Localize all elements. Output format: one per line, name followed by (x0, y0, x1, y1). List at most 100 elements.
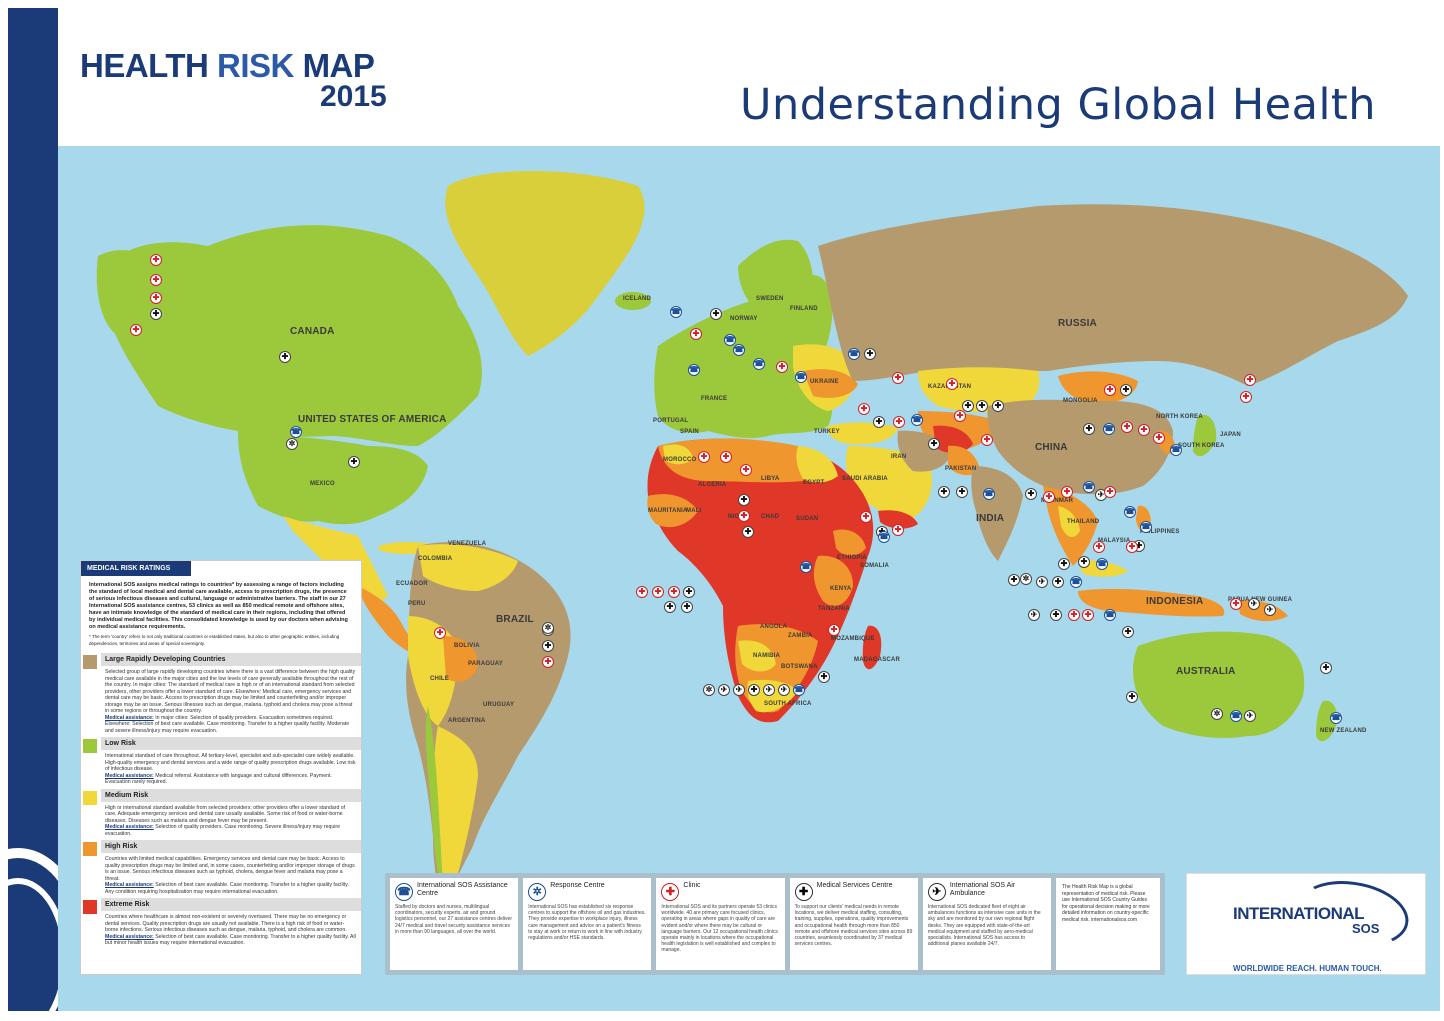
medical-services-marker-icon[interactable]: ✚ (748, 684, 760, 696)
medical-services-marker-icon[interactable]: ✚ (1320, 662, 1332, 674)
response-centre-marker-icon[interactable]: ✲ (542, 622, 554, 634)
medical-services-marker-icon[interactable]: ✚ (1122, 626, 1134, 638)
medical-services-marker-icon[interactable]: ✚ (348, 456, 360, 468)
air-ambulance-marker-icon[interactable]: ✈ (1248, 598, 1260, 610)
assistance-centre-marker-icon[interactable]: ☎ (795, 371, 807, 383)
air-ambulance-marker-icon[interactable]: ✈ (778, 684, 790, 696)
assistance-centre-marker-icon[interactable]: ☎ (911, 414, 923, 426)
assistance-centre-marker-icon[interactable]: ☎ (1230, 710, 1242, 722)
assistance-centre-marker-icon[interactable]: ☎ (793, 684, 805, 696)
clinic-marker-icon[interactable]: ✚ (1104, 486, 1116, 498)
assistance-centre-marker-icon[interactable]: ☎ (1104, 609, 1116, 621)
clinic-marker-icon[interactable]: ✚ (542, 656, 554, 668)
clinic-marker-icon[interactable]: ✚ (1153, 432, 1165, 444)
clinic-marker-icon[interactable]: ✚ (434, 627, 446, 639)
clinic-marker-icon[interactable]: ✚ (1082, 609, 1094, 621)
clinic-marker-icon[interactable]: ✚ (1244, 374, 1256, 386)
clinic-marker-icon[interactable]: ✚ (740, 464, 752, 476)
clinic-marker-icon[interactable]: ✚ (652, 586, 664, 598)
assistance-centre-marker-icon[interactable]: ☎ (1070, 576, 1082, 588)
clinic-marker-icon[interactable]: ✚ (150, 254, 162, 266)
medical-services-marker-icon[interactable]: ✚ (150, 308, 162, 320)
assistance-centre-marker-icon[interactable]: ☎ (983, 488, 995, 500)
clinic-marker-icon[interactable]: ✚ (130, 324, 142, 336)
clinic-marker-icon[interactable]: ✚ (1230, 598, 1242, 610)
medical-services-marker-icon[interactable]: ✚ (864, 348, 876, 360)
assistance-centre-marker-icon[interactable]: ☎ (724, 334, 736, 346)
assistance-centre-marker-icon[interactable]: ☎ (1140, 521, 1152, 533)
medical-services-marker-icon[interactable]: ✚ (962, 400, 974, 412)
medical-services-marker-icon[interactable]: ✚ (976, 400, 988, 412)
medical-services-marker-icon[interactable]: ✚ (279, 351, 291, 363)
medical-services-marker-icon[interactable]: ✚ (1058, 558, 1070, 570)
clinic-marker-icon[interactable]: ✚ (636, 586, 648, 598)
clinic-marker-icon[interactable]: ✚ (858, 403, 870, 415)
clinic-marker-icon[interactable]: ✚ (1240, 391, 1252, 403)
assistance-centre-marker-icon[interactable]: ☎ (688, 364, 700, 376)
air-ambulance-marker-icon[interactable]: ✈ (1264, 604, 1276, 616)
assistance-centre-marker-icon[interactable]: ☎ (670, 306, 682, 318)
medical-services-marker-icon[interactable]: ✚ (683, 586, 695, 598)
medical-services-marker-icon[interactable]: ✚ (818, 671, 830, 683)
medical-services-marker-icon[interactable]: ✚ (873, 416, 885, 428)
assistance-centre-marker-icon[interactable]: ☎ (1083, 481, 1095, 493)
medical-services-marker-icon[interactable]: ✚ (992, 400, 1004, 412)
air-ambulance-marker-icon[interactable]: ✈ (718, 684, 730, 696)
medical-services-marker-icon[interactable]: ✚ (1050, 609, 1062, 621)
assistance-centre-marker-icon[interactable]: ☎ (1170, 444, 1182, 456)
medical-services-marker-icon[interactable]: ✚ (1052, 576, 1064, 588)
response-centre-marker-icon[interactable]: ✲ (286, 438, 298, 450)
clinic-marker-icon[interactable]: ✚ (828, 624, 840, 636)
assistance-centre-marker-icon[interactable]: ☎ (1103, 423, 1115, 435)
clinic-marker-icon[interactable]: ✚ (946, 378, 958, 390)
medical-services-marker-icon[interactable]: ✚ (928, 438, 940, 450)
clinic-marker-icon[interactable]: ✚ (1104, 384, 1116, 396)
clinic-marker-icon[interactable]: ✚ (892, 524, 904, 536)
assistance-centre-marker-icon[interactable]: ☎ (733, 344, 745, 356)
air-ambulance-marker-icon[interactable]: ✈ (733, 684, 745, 696)
clinic-marker-icon[interactable]: ✚ (1121, 421, 1133, 433)
clinic-marker-icon[interactable]: ✚ (892, 372, 904, 384)
response-centre-marker-icon[interactable]: ✲ (1020, 573, 1032, 585)
medical-services-marker-icon[interactable]: ✚ (542, 640, 554, 652)
medical-services-marker-icon[interactable]: ✚ (1078, 556, 1090, 568)
clinic-marker-icon[interactable]: ✚ (981, 434, 993, 446)
medical-services-marker-icon[interactable]: ✚ (1083, 423, 1095, 435)
assistance-centre-marker-icon[interactable]: ☎ (753, 358, 765, 370)
response-centre-marker-icon[interactable]: ✲ (703, 684, 715, 696)
assistance-centre-marker-icon[interactable]: ☎ (1330, 712, 1342, 724)
clinic-marker-icon[interactable]: ✚ (1061, 486, 1073, 498)
clinic-marker-icon[interactable]: ✚ (720, 451, 732, 463)
air-ambulance-marker-icon[interactable]: ✈ (763, 684, 775, 696)
medical-services-marker-icon[interactable]: ✚ (938, 486, 950, 498)
clinic-marker-icon[interactable]: ✚ (954, 410, 966, 422)
medical-services-marker-icon[interactable]: ✚ (1025, 488, 1037, 500)
air-ambulance-marker-icon[interactable]: ✈ (1028, 609, 1040, 621)
clinic-marker-icon[interactable]: ✚ (776, 361, 788, 373)
assistance-centre-marker-icon[interactable]: ☎ (290, 426, 302, 438)
assistance-centre-marker-icon[interactable]: ☎ (1096, 558, 1108, 570)
assistance-centre-marker-icon[interactable]: ☎ (878, 531, 890, 543)
clinic-marker-icon[interactable]: ✚ (698, 451, 710, 463)
assistance-centre-marker-icon[interactable]: ☎ (848, 348, 860, 360)
clinic-marker-icon[interactable]: ✚ (738, 510, 750, 522)
air-ambulance-marker-icon[interactable]: ✈ (1036, 576, 1048, 588)
medical-services-marker-icon[interactable]: ✚ (710, 308, 722, 320)
medical-services-marker-icon[interactable]: ✚ (681, 601, 693, 613)
air-ambulance-marker-icon[interactable]: ✈ (1244, 710, 1256, 722)
assistance-centre-marker-icon[interactable]: ☎ (1124, 506, 1136, 518)
medical-services-marker-icon[interactable]: ✚ (1126, 691, 1138, 703)
clinic-marker-icon[interactable]: ✚ (1068, 609, 1080, 621)
medical-services-marker-icon[interactable]: ✚ (738, 494, 750, 506)
clinic-marker-icon[interactable]: ✚ (1126, 541, 1138, 553)
medical-services-marker-icon[interactable]: ✚ (1008, 574, 1020, 586)
clinic-marker-icon[interactable]: ✚ (150, 292, 162, 304)
clinic-marker-icon[interactable]: ✚ (1043, 491, 1055, 503)
clinic-marker-icon[interactable]: ✚ (668, 586, 680, 598)
clinic-marker-icon[interactable]: ✚ (150, 274, 162, 286)
medical-services-marker-icon[interactable]: ✚ (1120, 384, 1132, 396)
clinic-marker-icon[interactable]: ✚ (893, 416, 905, 428)
medical-services-marker-icon[interactable]: ✚ (742, 526, 754, 538)
clinic-marker-icon[interactable]: ✚ (1138, 424, 1150, 436)
medical-services-marker-icon[interactable]: ✚ (664, 601, 676, 613)
